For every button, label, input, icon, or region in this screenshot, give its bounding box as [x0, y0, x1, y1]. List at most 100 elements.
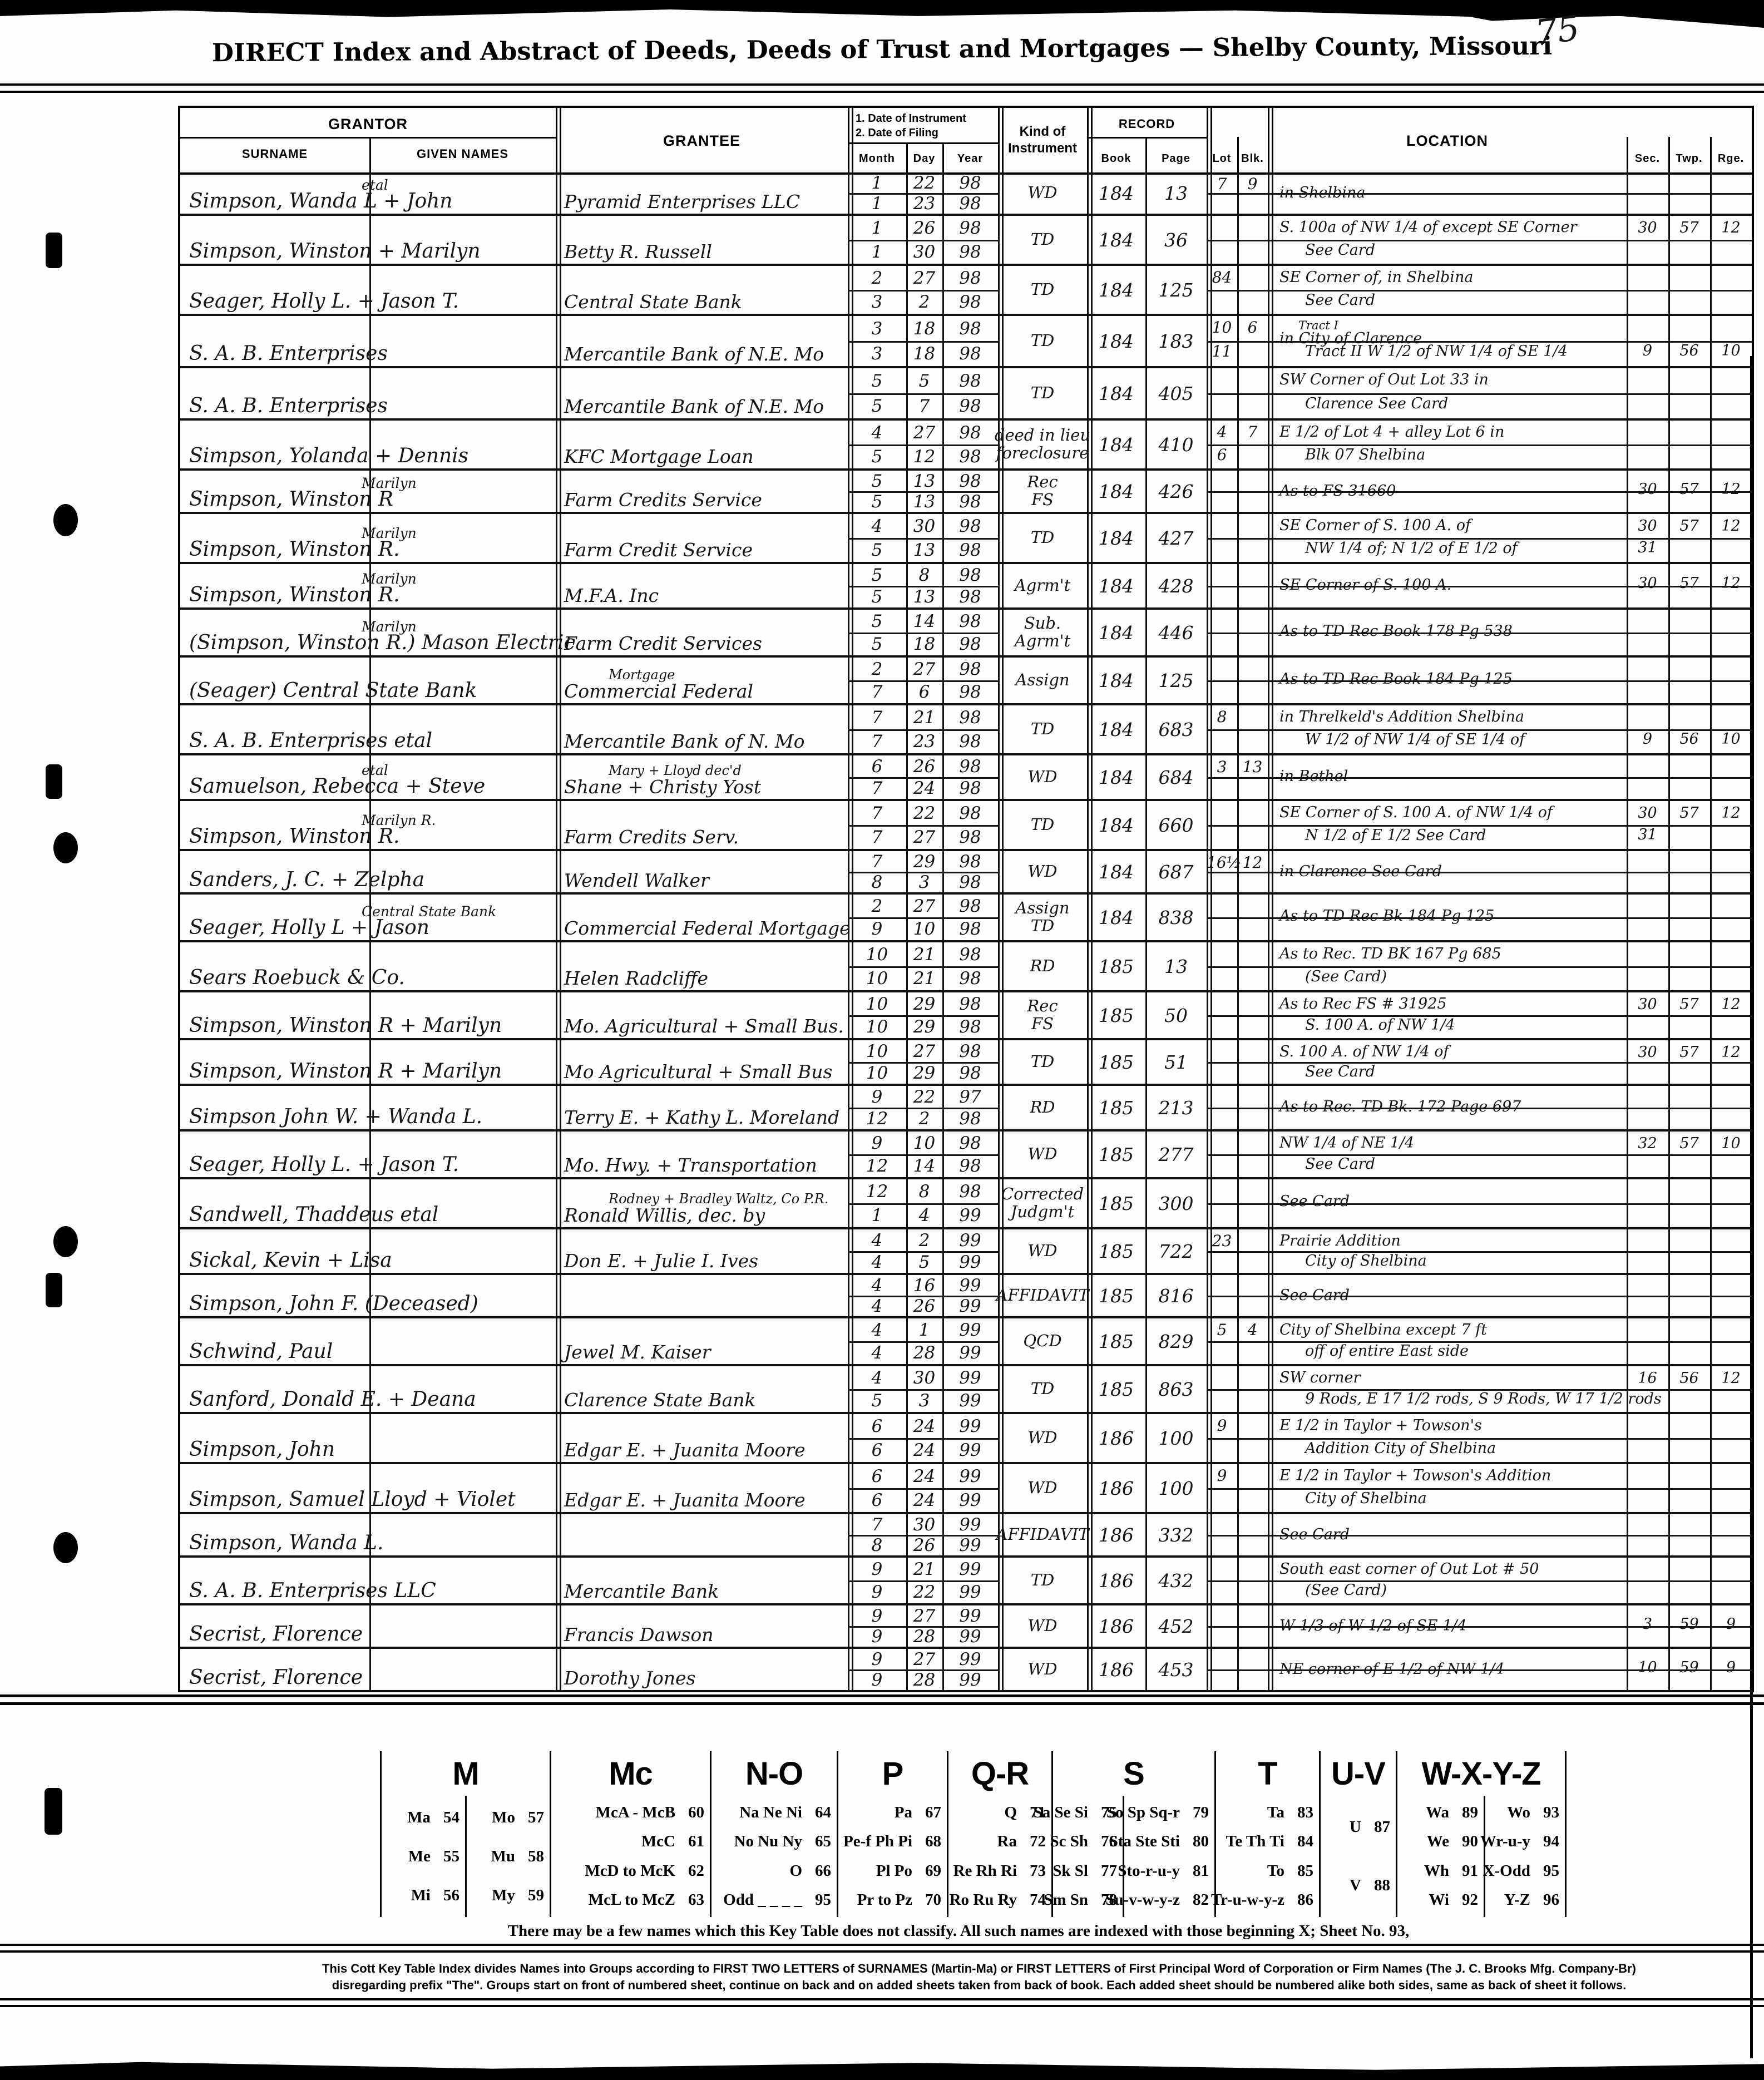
date-year: 99 — [959, 1416, 981, 1436]
grantor-annotation: Marilyn — [362, 525, 417, 541]
date-day: 14 — [913, 611, 936, 631]
grantee-name: Wendell Walker — [564, 869, 709, 891]
location-mid-rule — [1207, 1251, 1752, 1253]
sec-cell-line2: 31 — [1638, 826, 1657, 843]
location-mid-rule — [1207, 872, 1752, 873]
book-cell: 184 — [1099, 229, 1134, 251]
column-rule — [1627, 172, 1628, 1692]
key-sheet-number: 88 — [1374, 1876, 1390, 1894]
key-sheet-number: 87 — [1374, 1818, 1390, 1836]
kind-of-instrument: TD — [1030, 528, 1055, 547]
rge-cell: 12 — [1721, 804, 1741, 822]
key-subcolumn: Ma 54 Me 55 Mi 56 — [382, 1796, 465, 1917]
grantee-cell: Terry E. + Kathy L. Moreland — [564, 1086, 842, 1128]
kind-of-instrument: foreclosure — [996, 443, 1089, 462]
grantee-name: Ronald Willis, dec. by — [564, 1204, 765, 1226]
date-filing: 5 13 98 — [848, 491, 998, 512]
kind-cell: WD — [1000, 851, 1085, 892]
kind-cell: Rec FS — [1000, 992, 1085, 1038]
key-subcolumn: So Sp Sq-r 79 Sta Ste Sti 80 Sto-r-u-y 81 Su-v… — [1105, 1796, 1214, 1917]
location-line1: E 1/2 of Lot 4 + alley Lot 6 in — [1279, 423, 1504, 441]
kind-of-instrument: TD — [1030, 1379, 1055, 1399]
date-year: 99 — [959, 1275, 981, 1296]
key-range: Mo — [492, 1808, 515, 1826]
key-entry: Sa Se Si 75 — [1034, 1804, 1123, 1822]
page-cell: 13 — [1164, 955, 1188, 977]
date-day: 23 — [913, 731, 936, 752]
footnote-line1: This Cott Key Table Index divides Names … — [322, 1962, 1636, 1975]
key-sheet-number: 85 — [1297, 1861, 1313, 1880]
key-sheet-number: 78 — [1101, 1891, 1117, 1909]
grantee-cell: Mo Agricultural + Small Bus — [564, 1040, 842, 1083]
kind-cell: AFFIDAVIT — [996, 1514, 1089, 1555]
location-cell: SE Corner of S. 100 A. — [1272, 564, 1627, 607]
date-year: 99 — [959, 1342, 981, 1363]
table-row: Simpson, Yolanda + Dennis KFC Mortgage Lo… — [180, 421, 1752, 471]
header-location: LOCATION — [1406, 132, 1488, 149]
table-header: GRANTOR SURNAME GIVEN NAMES GRANTEE 1. D… — [178, 106, 1754, 175]
date-cell: 5 14 98 5 18 98 — [848, 610, 998, 655]
key-sheet-number: 71 — [1030, 1803, 1046, 1821]
grantee-cell: Francis Dawson — [564, 1605, 842, 1646]
twp-cell: 57 — [1679, 219, 1699, 236]
lot-cell: 4 — [1217, 423, 1227, 441]
grantee-annotation: Mary + Lloyd dec'd — [609, 763, 742, 778]
date-day: 1 — [918, 1320, 930, 1340]
date-year: 98 — [959, 446, 981, 467]
grantee-name: Farm Credit Service — [564, 539, 753, 561]
date-day: 13 — [913, 586, 936, 607]
date-instrument: 12 8 98 — [848, 1179, 998, 1203]
location-cell: SE Corner of S. 100 A. of NW 1/4 of; N 1/… — [1272, 514, 1627, 562]
key-group-body: Q 71 Ra 72 Re Rh Ri 73 Ro Ru Ry 74 — [948, 1796, 1051, 1917]
key-range: Ta — [1267, 1803, 1284, 1821]
location-line1: As to Rec. TD Bk. 172 Page 697 — [1279, 1098, 1521, 1115]
blk-cell: 13 — [1242, 758, 1263, 776]
kind-cell: TD — [1000, 316, 1085, 366]
location-line1: W 1/3 of W 1/2 of SE 1/4 — [1279, 1617, 1467, 1634]
kind-of-instrument: WD — [1027, 862, 1058, 881]
location-cell: Prairie Addition City of Shelbina — [1272, 1229, 1627, 1273]
date-year: 98 — [959, 540, 981, 560]
date-year: 98 — [959, 586, 981, 607]
grantee-name: Commercial Federal Mortgage — [564, 917, 851, 939]
kind-cell: Assign — [1000, 658, 1085, 703]
page-cell: 410 — [1158, 433, 1194, 456]
location-cell: SW corner 9 Rods, E 17 1/2 rods, S 9 Rods… — [1272, 1366, 1662, 1412]
grantor-cell: Simpson, John — [189, 1414, 551, 1461]
key-range: Ra — [997, 1832, 1017, 1851]
key-range: Q — [1004, 1803, 1017, 1821]
page-cell: 684 — [1158, 766, 1194, 788]
table-row: Simpson, Winston + Marilyn Betty R. Russe… — [180, 216, 1752, 266]
grantor-name: Simpson, Samuel Lloyd + Violet — [189, 1488, 516, 1511]
table-row: Sanford, Donald E. + Deana Clarence State… — [180, 1366, 1752, 1414]
location-cell: As to TD Rec Book 178 Pg 538 — [1272, 610, 1627, 655]
rge-cell: 12 — [1721, 996, 1741, 1013]
date-cell: 9 21 99 9 22 99 — [848, 1558, 998, 1603]
date-year: 97 — [959, 1086, 981, 1107]
date-month: 6 — [871, 756, 883, 777]
date-year: 98 — [959, 193, 981, 214]
date-month: 6 — [871, 1416, 883, 1436]
table-row: Simpson John W. + Wanda L. Terry E. + Kat… — [180, 1086, 1752, 1132]
date-month: 7 — [871, 707, 883, 728]
key-range: No Nu Ny — [734, 1832, 802, 1851]
grantor-cell: Sears Roebuck & Co. — [189, 942, 551, 989]
date-cell: 10 21 98 10 21 98 — [848, 942, 998, 990]
location-cell: S. 100 A. of NW 1/4 of See Card — [1272, 1040, 1627, 1084]
date-month: 1 — [871, 172, 883, 193]
location-cell: See Card — [1272, 1179, 1627, 1227]
kind-cell: TD — [1000, 514, 1085, 562]
location-cell: S. 100a of NW 1/4 of except SE Corner See… — [1272, 216, 1627, 264]
location-text: As to TD Rec Book 178 Pg 538 — [1279, 622, 1513, 640]
sec-cell: 30 — [1638, 517, 1657, 535]
date-year: 98 — [959, 872, 981, 892]
header-sec: Sec. — [1634, 152, 1661, 165]
date-cell: 4 27 98 5 12 98 — [848, 421, 998, 468]
table-row: Secrist, Florence Dorothy Jones 9 27 99 9 28 99… — [180, 1649, 1752, 1692]
key-group-header: N-O — [745, 1755, 803, 1792]
page-cell: 183 — [1158, 330, 1194, 352]
date-instrument: 4 1 99 — [848, 1318, 998, 1341]
book-cell: 185 — [1099, 1284, 1134, 1307]
date-year: 99 — [959, 1367, 981, 1388]
key-group-header: W-X-Y-Z — [1421, 1755, 1541, 1792]
